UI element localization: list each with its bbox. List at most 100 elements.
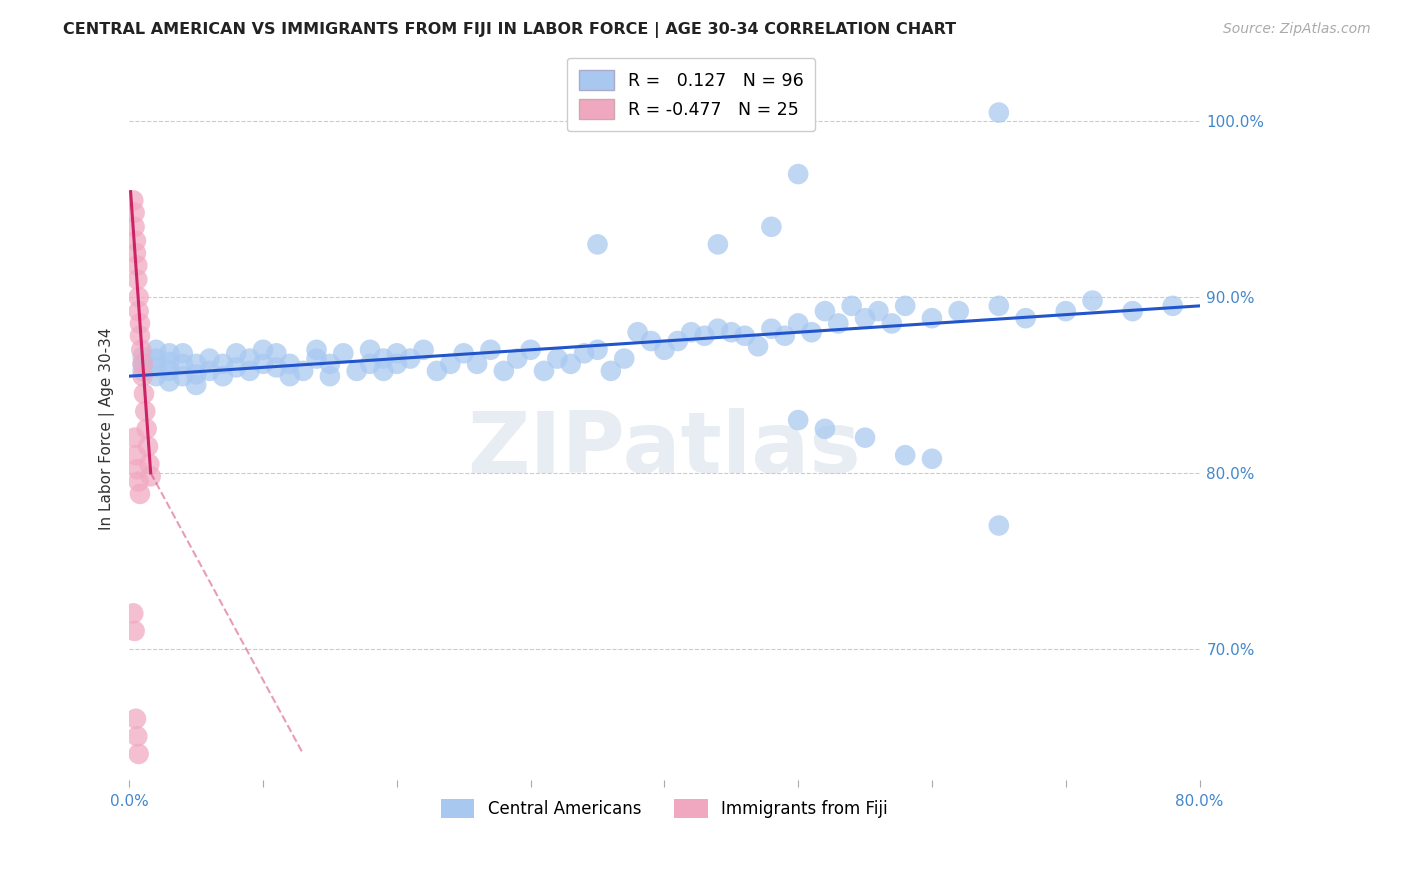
Point [125,448,148,462]
Point [412,343,434,357]
Point [399,351,422,366]
Point [814,304,837,318]
Point [266,360,288,375]
Point [346,364,368,378]
Point [385,346,408,360]
Point [1081,293,1104,308]
Point [707,322,730,336]
Point [172,346,194,360]
Point [373,351,395,366]
Point [560,357,582,371]
Point [305,351,328,366]
Point [127,730,149,744]
Point [359,343,381,357]
Point [129,343,152,357]
Point [586,237,609,252]
Point [135,422,157,436]
Point [145,369,167,384]
Point [453,346,475,360]
Point [987,518,1010,533]
Point [278,357,301,371]
Point [814,422,837,436]
Point [136,439,159,453]
Point [239,364,262,378]
Point [546,351,568,366]
Point [734,328,756,343]
Point [131,369,153,384]
Point [132,386,155,401]
Point [787,167,810,181]
Point [773,328,796,343]
Point [198,364,221,378]
Point [426,364,449,378]
Point [212,357,235,371]
Point [138,457,160,471]
Point [157,355,180,369]
Point [894,448,917,462]
Y-axis label: In Labor Force | Age 30-34: In Labor Force | Age 30-34 [100,327,115,530]
Point [747,339,769,353]
Point [124,624,146,638]
Point [921,311,943,326]
Point [666,334,689,348]
Point [131,350,153,364]
Point [693,328,716,343]
Point [131,357,153,371]
Point [987,299,1010,313]
Point [305,343,328,357]
Point [1014,311,1036,326]
Point [627,325,650,339]
Legend: Central Americans, Immigrants from Fiji: Central Americans, Immigrants from Fiji [434,792,894,825]
Point [125,234,148,248]
Point [332,346,354,360]
Point [841,299,863,313]
Point [827,317,849,331]
Point [131,357,153,371]
Point [127,272,149,286]
Point [172,369,194,384]
Point [853,431,876,445]
Point [127,259,149,273]
Point [172,357,194,371]
Point [145,343,167,357]
Point [125,712,148,726]
Point [127,462,149,476]
Point [1054,304,1077,318]
Point [319,369,342,384]
Point [465,357,488,371]
Text: ZIPatlas: ZIPatlas [468,409,862,491]
Point [125,246,148,260]
Point [145,360,167,375]
Point [252,357,274,371]
Point [853,311,876,326]
Point [124,205,146,219]
Point [373,364,395,378]
Point [128,747,150,761]
Point [129,317,152,331]
Point [292,364,315,378]
Point [506,351,529,366]
Point [225,360,247,375]
Text: CENTRAL AMERICAN VS IMMIGRANTS FROM FIJI IN LABOR FORCE | AGE 30-34 CORRELATION : CENTRAL AMERICAN VS IMMIGRANTS FROM FIJI… [63,22,956,38]
Point [278,369,301,384]
Point [212,369,235,384]
Point [787,317,810,331]
Point [359,357,381,371]
Point [252,343,274,357]
Point [122,194,145,208]
Point [239,351,262,366]
Point [533,364,555,378]
Point [131,364,153,378]
Point [198,351,221,366]
Point [186,357,208,371]
Point [894,299,917,313]
Point [128,304,150,318]
Point [439,357,461,371]
Point [157,364,180,378]
Point [921,451,943,466]
Point [186,368,208,382]
Point [599,364,621,378]
Point [987,105,1010,120]
Point [266,346,288,360]
Point [479,343,502,357]
